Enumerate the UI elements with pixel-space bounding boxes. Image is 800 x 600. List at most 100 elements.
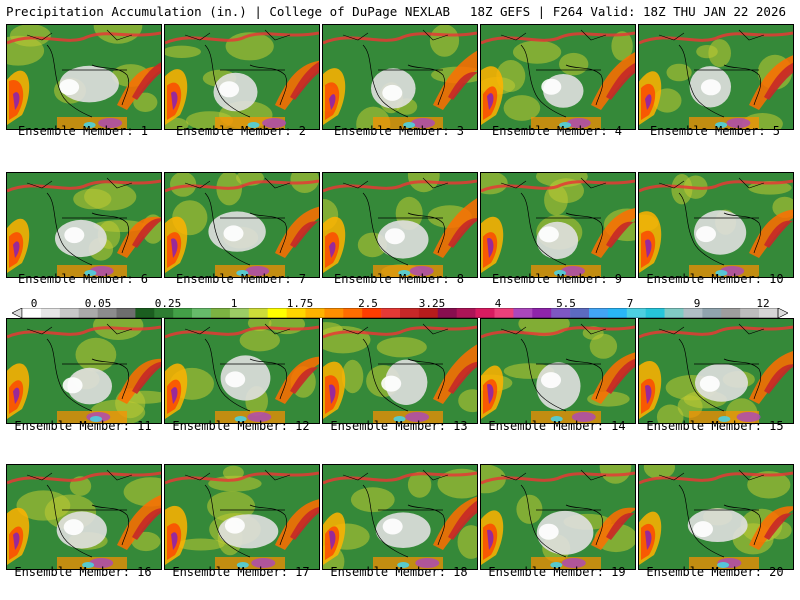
colorbar-swatch [437,308,457,318]
colorbar-tick-label: 3.25 [418,297,446,310]
colorbar-tick-label: 0 [30,297,38,310]
precipitation-map-image [639,319,793,423]
colorbar-swatch [192,308,212,318]
colorbar-tick-label: 7 [626,297,634,310]
colorbar-swatch [626,308,646,318]
ensemble-map-6 [6,172,162,278]
ensemble-map-20 [638,464,794,570]
model-valid-time: 18Z GEFS | F264 Valid: 18Z THU JAN 22 20… [469,4,786,19]
ensemble-member-label: Ensemble Member: 12 [172,419,310,433]
precipitation-map-image [7,465,161,569]
precipitation-map-image [323,319,477,423]
ensemble-map-15 [638,318,794,424]
ensemble-map-4 [480,24,636,130]
colorbar-swatch [740,308,760,318]
ensemble-member-label: Ensemble Member: 13 [330,419,468,433]
ensemble-member-label: Ensemble Member: 18 [330,565,468,579]
ensemble-member-label: Ensemble Member: 7 [175,272,307,286]
precipitation-map-image [323,173,477,277]
colorbar-swatch [607,308,628,318]
colorbar-swatch [305,308,325,318]
colorbar-swatch [702,308,722,318]
ensemble-member-label: Ensemble Member: 19 [488,565,626,579]
ensemble-map-18 [322,464,478,570]
ensemble-map-1 [6,24,162,130]
precipitation-map-image [165,173,319,277]
ensemble-member-label: Ensemble Member: 8 [333,272,465,286]
ensemble-member-label: Ensemble Member: 17 [172,565,310,579]
ensemble-member-label: Ensemble Member: 1 [17,124,149,138]
ensemble-map-14 [480,318,636,424]
precipitation-map-image [323,25,477,129]
ensemble-map-9 [480,172,636,278]
ensemble-member-label: Ensemble Member: 15 [646,419,784,433]
colorbar-swatch [173,308,193,318]
ensemble-member-label: Ensemble Member: 20 [646,565,784,579]
colorbar-swatch [59,308,79,318]
colorbar-swatch [645,308,665,318]
colorbar-tick-label: 0.25 [154,297,182,310]
colorbar-swatch [97,308,117,318]
precipitation-map-image [7,319,161,423]
colorbar-swatch [40,308,61,318]
colorbar-max-arrow [777,308,788,318]
ensemble-map-17 [164,464,320,570]
ensemble-member-label: Ensemble Member: 9 [491,272,623,286]
colorbar-tick-label: 12 [756,297,770,310]
precipitation-map-image [165,465,319,569]
precipitation-map-image [481,465,635,569]
ensemble-member-label: Ensemble Member: 5 [649,124,781,138]
ensemble-map-3 [322,24,478,130]
colorbar-tick-label: 1 [230,297,238,310]
ensemble-member-label: Ensemble Member: 11 [14,419,152,433]
precipitation-map-image [639,465,793,569]
precipitation-map-image [323,465,477,569]
ensemble-map-10 [638,172,794,278]
precipitation-map-image [481,25,635,129]
ensemble-map-7 [164,172,320,278]
ensemble-map-11 [6,318,162,424]
colorbar-swatch [135,308,155,318]
colorbar-tick-labels: 0 0.05 0.25 1 1.75 2.5 3.25 4 5.5 7 9 12 [0,297,800,310]
colorbar-swatch [362,308,382,318]
colorbar-swatch [664,308,684,318]
colorbar-swatch [589,308,609,318]
colorbar-swatch [343,308,363,318]
colorbar-swatch [154,308,174,318]
colorbar-tick-label: 9 [693,297,701,310]
map-title: Precipitation Accumulation (in.) | Colle… [6,4,451,19]
colorbar-swatch [475,308,495,318]
colorbar-swatch [381,308,401,318]
precipitation-map-image [481,319,635,423]
colorbar-swatch [22,308,42,318]
precipitation-map-image [165,25,319,129]
colorbar-tick-label: 5.5 [556,297,576,310]
ensemble-member-label: Ensemble Member: 2 [175,124,307,138]
colorbar-swatch [248,308,268,318]
colorbar-swatch [494,308,514,318]
ensemble-map-5 [638,24,794,130]
precipitation-map-image [639,25,793,129]
ensemble-member-label: Ensemble Member: 10 [646,272,784,286]
precipitation-map-image [165,319,319,423]
precipitation-map-image [7,25,161,129]
colorbar-swatch [570,308,590,318]
colorbar-swatch [532,308,552,318]
colorbar-tick-label: 2.5 [358,297,378,310]
ensemble-member-label: Ensemble Member: 16 [14,565,152,579]
colorbar-swatch [683,308,703,318]
ensemble-member-label: Ensemble Member: 14 [488,419,626,433]
colorbar-swatch [551,308,571,318]
precipitation-map-image [481,173,635,277]
colorbar-swatch [116,308,136,318]
colorbar-swatch [286,308,306,318]
colorbar-swatch [513,308,533,318]
colorbar-swatch [324,308,344,318]
ensemble-member-label: Ensemble Member: 6 [17,272,149,286]
colorbar-swatch [721,308,741,318]
colorbar-swatch [456,308,476,318]
ensemble-member-label: Ensemble Member: 4 [491,124,623,138]
ensemble-map-12 [164,318,320,424]
precipitation-colorbar [12,308,788,318]
colorbar-min-arrow [12,308,23,318]
